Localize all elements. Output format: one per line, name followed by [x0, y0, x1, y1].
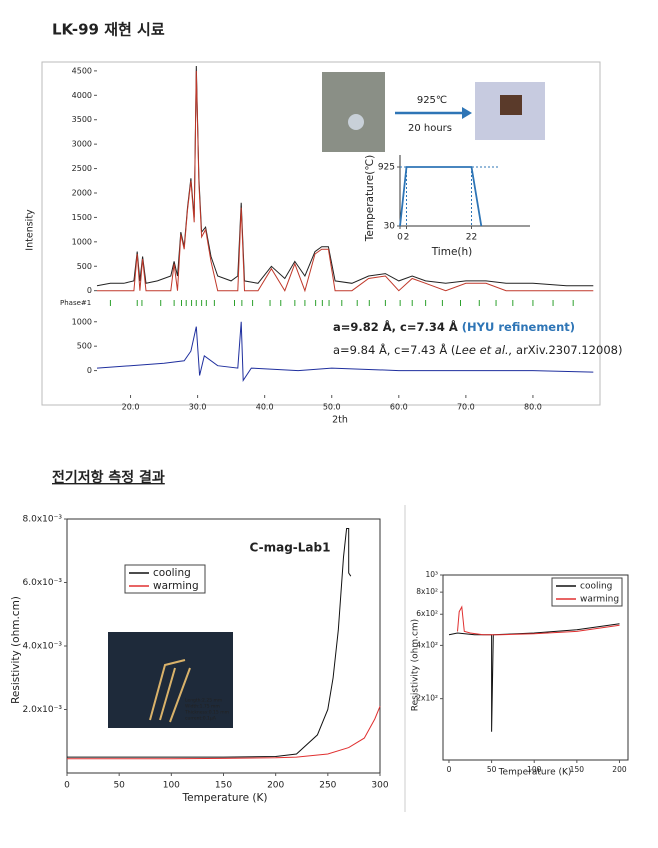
y-tick-label: 30 [384, 222, 396, 232]
series-line [67, 528, 352, 758]
x-axis-label: 2th [332, 415, 348, 426]
phase-label: Phase#1 [60, 299, 91, 307]
x-axis-label: Temperature (K) [182, 792, 268, 804]
y-tick-label: 1500 [72, 213, 92, 222]
ref-authors: Lee et al., [455, 343, 512, 357]
ref: a=9.84 Å, c=7.43 Å ( [333, 342, 455, 357]
y-tick-label: 6x10² [416, 609, 438, 618]
arrow-time: 20 hours [408, 123, 452, 134]
x-tick-label: 50.0 [323, 403, 341, 412]
series-line [448, 623, 620, 732]
x-tick-label: 2 [404, 233, 410, 243]
y-tick-label: 4x10² [416, 640, 438, 649]
refinement-ref: a=9.84 Å, c=7.43 Å (Lee et al., arXiv.23… [333, 342, 622, 357]
y-tick-label: 1000 [72, 237, 92, 246]
y-tick-label: 500 [77, 262, 92, 271]
y-axis-label: Temperature(℃) [364, 155, 376, 243]
wires [149, 659, 191, 723]
y-tick-label: 4500 [72, 66, 92, 75]
crystal [500, 95, 522, 115]
y-axis-label: Resistivity (ohm.cm) [10, 596, 22, 704]
x-tick-label: 50 [113, 781, 125, 791]
y-tick-label: 3500 [72, 115, 92, 124]
y-tick-label: 0 [87, 366, 92, 375]
legend-label: warming [580, 595, 619, 605]
x-tick-label: 30.0 [189, 403, 207, 412]
series-line [399, 166, 483, 227]
series-line [96, 321, 594, 382]
x-tick-label: 0 [64, 781, 70, 791]
y-tick-label: 2.0x10⁻³ [23, 705, 63, 715]
arrow-temp: 925℃ [417, 95, 447, 106]
photo-text: Thickness:0.15 mm [184, 710, 229, 716]
y-tick-label: 925 [378, 162, 395, 172]
x-tick-label: 100 [163, 781, 180, 791]
y-tick-label: 0 [87, 286, 92, 295]
section-heading: 전기저항 측정 결과 [52, 469, 165, 486]
x-tick-label: 250 [319, 781, 336, 791]
x-tick-label: 0 [397, 233, 403, 243]
series-line [97, 70, 594, 293]
x-tick-label: 60.0 [390, 403, 408, 412]
x-axis-label: Time(h) [431, 246, 473, 258]
y-tick-label: 8x10² [416, 587, 438, 596]
pellet [348, 114, 364, 130]
legend-box [124, 564, 206, 594]
y-tick-label: 2500 [72, 164, 92, 173]
y-tick-label: 8.0x10⁻³ [23, 515, 63, 525]
legend-box [551, 577, 623, 607]
y-tick-label: 6.0x10⁻³ [23, 578, 63, 588]
legend-label: warming [153, 580, 199, 592]
photo-text: Width:1.75 mm [185, 704, 220, 710]
x-tick-label: 70.0 [457, 403, 475, 412]
photo-text: Length:2.25 mm [185, 698, 222, 704]
x-tick-label: 80.0 [524, 403, 542, 412]
y-tick-label: 10³ [425, 570, 438, 579]
y-tick-label: 2x10² [416, 694, 438, 703]
x-tick-label: 150 [570, 765, 585, 774]
y-tick-label: 3000 [72, 140, 92, 149]
y-tick-label: 500 [77, 342, 92, 351]
photo-text: current:0.1μA [185, 716, 217, 722]
legend-label: cooling [153, 567, 191, 579]
plot-frame [442, 574, 629, 761]
y-tick-label: 4.0x10⁻³ [23, 642, 63, 652]
heading: LK-99 재현 시료 [52, 21, 165, 39]
x-axis-label: Temperature (K) [498, 768, 572, 778]
y-axis-label: Resistivity (ohm.cm) [411, 619, 421, 711]
x-tick-label: 300 [371, 781, 388, 791]
refinement-ours: a=9.82 Å, c=7.34 Å (HYU refinement) [333, 319, 575, 334]
legend-label: cooling [580, 582, 612, 592]
y-axis-label: Intensity [25, 209, 36, 251]
series-line [67, 706, 381, 760]
series-line [457, 605, 620, 636]
x-tick-label: 50 [487, 765, 497, 774]
x-tick-label: 22 [466, 233, 477, 243]
x-tick-label: 40.0 [256, 403, 274, 412]
ours: a=9.82 Å, c=7.34 Å [333, 319, 458, 334]
ours-tag: (HYU refinement) [462, 320, 575, 334]
ref-source: arXiv.2307.12008) [516, 343, 622, 357]
x-tick-label: 200 [612, 765, 627, 774]
x-tick-label: 150 [215, 781, 232, 791]
x-tick-label: 20.0 [122, 403, 140, 412]
chart-title: C-mag-Lab1 [250, 541, 331, 555]
y-tick-label: 4000 [72, 91, 92, 100]
x-tick-label: 100 [527, 765, 542, 774]
xrd-frame [41, 61, 601, 406]
sample-photo [322, 72, 385, 152]
x-tick-label: 200 [267, 781, 284, 791]
y-tick-label: 1000 [72, 317, 92, 326]
x-tick-label: 0 [447, 765, 452, 774]
series-line [96, 65, 594, 287]
arrow-head [462, 107, 472, 119]
y-tick-label: 2000 [72, 188, 92, 197]
